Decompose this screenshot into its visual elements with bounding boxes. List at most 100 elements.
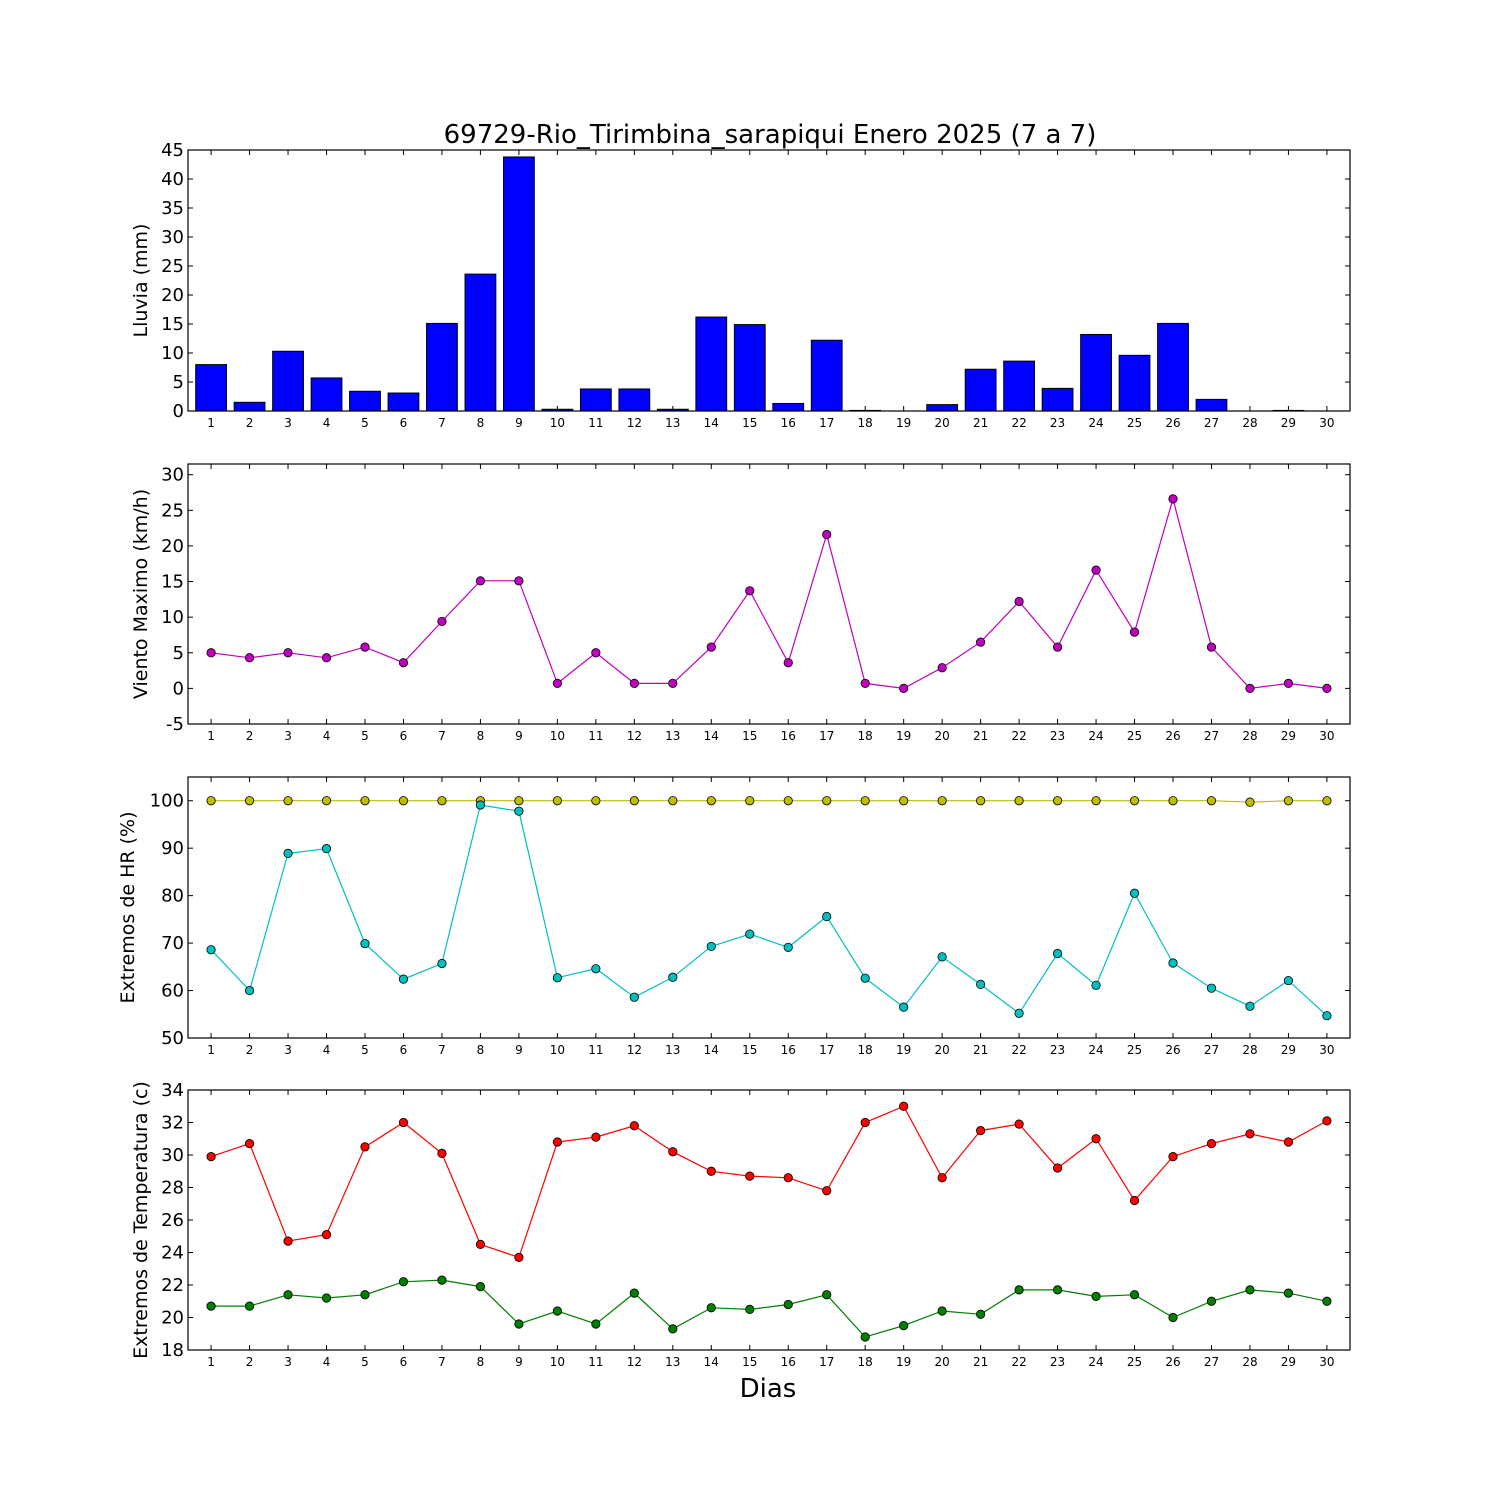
y-tick-label: 34 <box>161 1080 184 1101</box>
y-tick-label: 20 <box>161 285 184 306</box>
data-point <box>668 796 678 806</box>
x-tick-label: 29 <box>1281 729 1296 743</box>
x-tick-label: 7 <box>438 1043 446 1057</box>
x-tick-label: 20 <box>935 1043 950 1057</box>
data-point <box>783 942 793 952</box>
y-tick-label: 50 <box>161 1028 184 1049</box>
x-tick-label: 2 <box>246 729 254 743</box>
x-tick-label: 16 <box>781 729 796 743</box>
x-tick-label: 23 <box>1050 729 1065 743</box>
data-point <box>822 911 832 922</box>
y-tick-label: 26 <box>161 1210 184 1231</box>
bar <box>1080 333 1112 412</box>
data-point <box>1052 796 1063 806</box>
data-point <box>283 1236 293 1246</box>
x-tick-label: 4 <box>323 729 331 743</box>
y-tick-label: 0 <box>173 678 184 699</box>
y-tick-label: 22 <box>161 1275 184 1296</box>
x-tick-label: 15 <box>742 729 757 743</box>
x-tick-label: 12 <box>627 1043 642 1057</box>
data-point <box>976 1309 986 1319</box>
x-tick-label: 9 <box>515 1043 523 1057</box>
y-tick-label: 18 <box>161 1340 184 1361</box>
x-tick-label: 8 <box>477 1043 485 1057</box>
series-line <box>211 800 1327 803</box>
x-tick-label: 26 <box>1165 729 1180 743</box>
data-point <box>1014 1008 1024 1018</box>
data-point <box>1014 596 1024 607</box>
bar <box>1003 360 1035 412</box>
y-tick-label: 30 <box>161 465 184 486</box>
axes-frame <box>187 776 1351 1039</box>
data-point <box>552 678 562 688</box>
bar <box>1195 398 1228 412</box>
x-tick-label: 21 <box>973 1355 988 1369</box>
x-axis-label: Dias <box>740 1374 797 1404</box>
x-tick-label: 7 <box>438 1355 446 1369</box>
data-point <box>1014 1119 1024 1129</box>
bar <box>349 390 381 412</box>
data-point <box>629 992 639 1002</box>
x-tick-label: 11 <box>588 416 603 430</box>
data-point <box>1206 642 1217 652</box>
data-point <box>1245 1129 1255 1139</box>
data-point <box>1129 796 1140 806</box>
x-tick-label: 6 <box>400 729 408 743</box>
x-tick-label: 27 <box>1204 1355 1219 1369</box>
y-tick-label: 70 <box>161 933 184 954</box>
series-line <box>211 496 1327 690</box>
x-tick-label: 11 <box>588 1355 603 1369</box>
bar <box>964 368 997 412</box>
bar <box>1157 322 1189 412</box>
data-point <box>514 1252 524 1262</box>
data-point <box>1091 796 1101 806</box>
x-tick-label: 22 <box>1011 1355 1026 1369</box>
y-tick-label: 15 <box>161 572 184 593</box>
data-point <box>1168 1312 1178 1323</box>
x-tick-label: 4 <box>323 1355 331 1369</box>
x-tick-label: 9 <box>515 416 523 430</box>
data-point <box>629 1121 639 1131</box>
data-point <box>321 796 332 806</box>
data-point <box>475 576 486 586</box>
data-point <box>437 616 447 627</box>
data-point <box>1014 1285 1024 1295</box>
x-tick-label: 19 <box>896 416 911 430</box>
x-tick-label: 17 <box>819 416 834 430</box>
bar <box>272 350 304 412</box>
data-point <box>629 1288 639 1298</box>
data-point <box>783 1299 793 1310</box>
data-point <box>591 964 601 974</box>
bar <box>464 273 497 412</box>
y-axis-label: Extremos de Temperatura (c) <box>130 1081 152 1359</box>
data-point <box>1168 1152 1178 1162</box>
data-point <box>1091 980 1101 990</box>
data-point <box>206 945 216 955</box>
x-tick-label: 10 <box>550 416 565 430</box>
data-point <box>899 683 909 693</box>
data-point <box>706 941 716 952</box>
data-point <box>360 1290 370 1300</box>
data-point <box>321 653 332 663</box>
x-tick-label: 20 <box>935 1355 950 1369</box>
data-point <box>398 1277 409 1287</box>
data-point <box>706 1303 716 1313</box>
x-tick-label: 1 <box>207 1043 215 1057</box>
x-tick-label: 27 <box>1204 1043 1219 1057</box>
x-tick-label: 21 <box>973 1043 988 1057</box>
data-point <box>899 1002 909 1012</box>
data-point <box>244 985 255 996</box>
x-tick-label: 21 <box>973 729 988 743</box>
x-tick-label: 18 <box>858 416 873 430</box>
y-tick-label: 5 <box>173 643 184 664</box>
x-tick-label: 23 <box>1050 416 1065 430</box>
data-point <box>1245 1285 1255 1295</box>
data-point <box>822 529 832 540</box>
data-point <box>206 1152 216 1162</box>
x-tick-label: 12 <box>627 729 642 743</box>
data-point <box>860 973 870 983</box>
data-point <box>1322 1296 1332 1306</box>
